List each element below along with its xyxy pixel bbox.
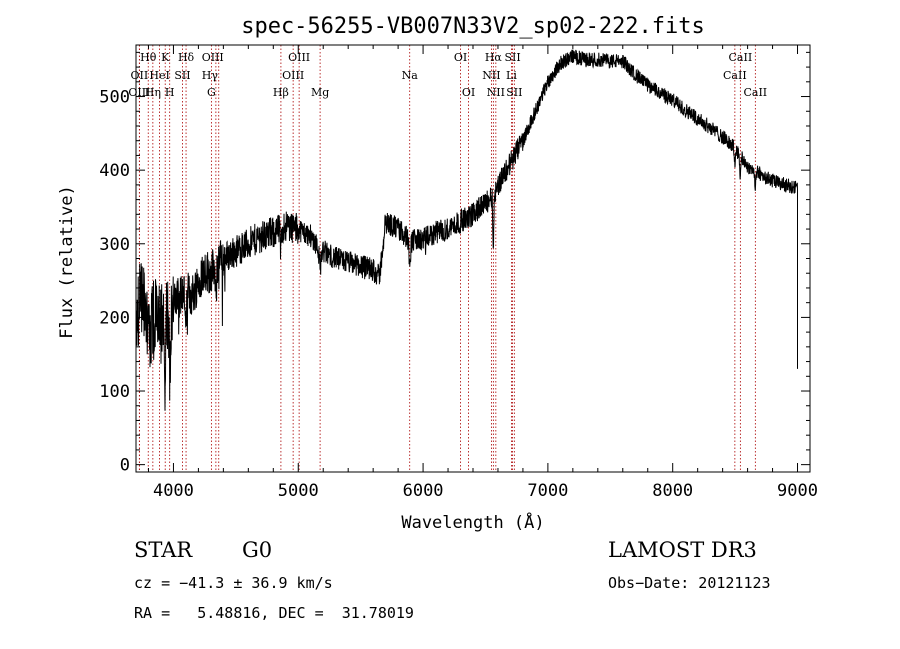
x-tick-label-5000: 5000 [278,481,319,501]
chart-title: spec-56255-VB007N33V2_sp02-222.fits [241,14,705,39]
line-label-5: OI [454,51,467,64]
line-label-16: Li [506,69,517,82]
x-tick-label-7000: 7000 [527,481,568,501]
line-label-17: CaII [723,69,747,82]
x-tick-label-6000: 6000 [403,481,444,501]
x-tick-label-4000: 4000 [153,481,194,501]
line-label-6: Hα [485,51,503,64]
line-label-20: H [165,86,175,99]
line-label-24: OI [462,86,475,99]
line-label-15: NII [482,69,500,82]
line-label-13: OIII [282,69,304,82]
observation-date: Obs−Date: 20121123 [608,574,771,592]
ra-dec-coordinates: RA = 5.48816, DEC = 31.78019 [134,604,414,622]
line-label-0: Hθ [140,51,157,64]
y-axis-label: Flux (relative) [57,185,77,339]
line-label-3: OIII [202,51,224,64]
y-tick-label-200: 200 [99,308,130,328]
line-label-4: OIII [288,51,310,64]
line-label-9: OII [131,69,149,82]
axis-ticks [136,45,810,472]
line-label-7: SII [504,51,520,64]
line-label-19: Hη [145,86,161,99]
y-tick-label-100: 100 [99,382,130,402]
x-tick-label-9000: 9000 [777,481,818,501]
line-label-21: G [207,86,216,99]
line-label-1: K [161,51,170,64]
object-subclass: G0 [242,538,273,562]
line-label-2: Hδ [178,51,195,64]
spectrum-line [135,49,798,465]
line-label-18: OIII [128,86,150,99]
survey-name: LAMOST DR3 [608,538,757,562]
line-label-10: HeI [149,69,169,82]
y-tick-labels: 0 100 200 300 400 500 [99,88,130,476]
line-label-14: Na [402,69,419,82]
x-tick-label-8000: 8000 [652,481,693,501]
line-label-27: CaII [743,86,767,99]
line-label-25: NII [487,86,505,99]
y-tick-label-300: 300 [99,235,130,255]
line-label-22: Hβ [273,86,289,99]
y-tick-label-400: 400 [99,161,130,181]
y-tick-label-500: 500 [99,88,130,108]
line-label-12: Hγ [202,69,219,82]
line-label-11: SII [174,69,190,82]
object-class: STAR [134,538,193,562]
line-label-26: SII [506,86,522,99]
line-label-8: CaII [729,51,753,64]
x-tick-labels: 4000 5000 6000 7000 8000 9000 [153,481,818,501]
line-label-23: Mg [311,86,329,99]
y-tick-label-0: 0 [120,456,130,476]
x-axis-label: Wavelength (Å) [401,511,544,533]
redshift-cz: cz = −41.3 ± 36.9 km/s [134,574,333,592]
